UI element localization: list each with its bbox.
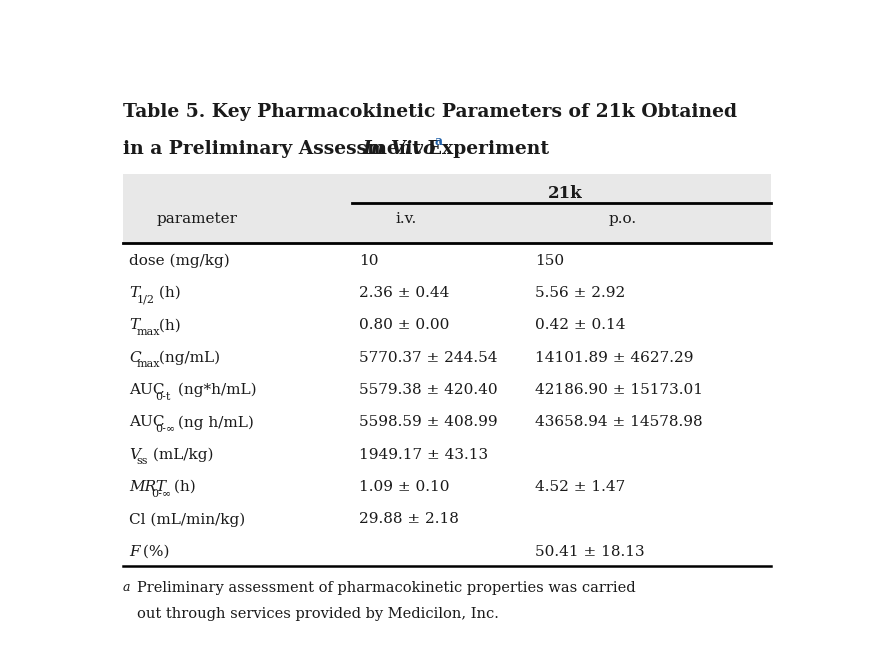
Text: 21k: 21k <box>548 185 582 202</box>
Text: 1949.17 ± 43.13: 1949.17 ± 43.13 <box>359 448 488 462</box>
Text: MRT: MRT <box>129 480 167 494</box>
Text: 14101.89 ± 4627.29: 14101.89 ± 4627.29 <box>535 351 693 365</box>
Text: p.o.: p.o. <box>609 212 637 226</box>
Text: (ng/mL): (ng/mL) <box>154 351 220 365</box>
Text: 0-t: 0-t <box>155 392 171 402</box>
Text: parameter: parameter <box>156 212 237 226</box>
Text: Table 5. Key Pharmacokinetic Parameters of 21k Obtained: Table 5. Key Pharmacokinetic Parameters … <box>122 103 737 121</box>
Text: (ng h/mL): (ng h/mL) <box>173 416 254 430</box>
Text: dose (mg/kg): dose (mg/kg) <box>129 253 230 268</box>
Text: F: F <box>129 545 140 559</box>
Text: C: C <box>129 351 141 365</box>
Text: 42186.90 ± 15173.01: 42186.90 ± 15173.01 <box>535 383 703 397</box>
Text: 5579.38 ± 420.40: 5579.38 ± 420.40 <box>359 383 498 397</box>
Text: Preliminary assessment of pharmacokinetic properties was carried: Preliminary assessment of pharmacokineti… <box>138 581 636 595</box>
Text: 0.80 ± 0.00: 0.80 ± 0.00 <box>359 318 449 332</box>
Text: 2.36 ± 0.44: 2.36 ± 0.44 <box>359 286 449 300</box>
Text: AUC: AUC <box>129 383 165 397</box>
Text: 1.09 ± 0.10: 1.09 ± 0.10 <box>359 480 450 494</box>
Text: T: T <box>129 286 140 300</box>
Text: max: max <box>137 360 160 370</box>
Text: in a Preliminary Assessment Experiment: in a Preliminary Assessment Experiment <box>122 140 555 158</box>
Text: 0-∞: 0-∞ <box>152 489 172 499</box>
Text: 5.56 ± 2.92: 5.56 ± 2.92 <box>535 286 625 300</box>
Text: 4.52 ± 1.47: 4.52 ± 1.47 <box>535 480 625 494</box>
Text: AUC: AUC <box>129 416 165 430</box>
Bar <box>122 173 771 243</box>
Text: T: T <box>129 318 140 332</box>
Text: In Vivo: In Vivo <box>363 140 436 158</box>
Text: Cl (mL/min/kg): Cl (mL/min/kg) <box>129 512 246 527</box>
Text: 150: 150 <box>535 253 564 267</box>
Text: (h): (h) <box>154 286 181 300</box>
Text: (h): (h) <box>154 318 181 332</box>
Text: ss: ss <box>137 456 148 466</box>
Text: 10: 10 <box>359 253 378 267</box>
Text: (mL/kg): (mL/kg) <box>148 448 214 462</box>
Text: (%): (%) <box>138 545 169 559</box>
Text: max: max <box>137 327 160 337</box>
Text: 29.88 ± 2.18: 29.88 ± 2.18 <box>359 512 459 526</box>
Text: (ng*h/mL): (ng*h/mL) <box>173 383 256 398</box>
Text: (h): (h) <box>169 480 195 494</box>
Text: 5598.59 ± 408.99: 5598.59 ± 408.99 <box>359 416 498 430</box>
Text: V: V <box>129 448 140 462</box>
Text: 5770.37 ± 244.54: 5770.37 ± 244.54 <box>359 351 498 365</box>
Text: 43658.94 ± 14578.98: 43658.94 ± 14578.98 <box>535 416 702 430</box>
Text: 0.42 ± 0.14: 0.42 ± 0.14 <box>535 318 625 332</box>
Text: a: a <box>435 135 443 148</box>
Text: 50.41 ± 18.13: 50.41 ± 18.13 <box>535 545 644 559</box>
Text: 0-∞: 0-∞ <box>155 424 176 434</box>
Text: out through services provided by Medicilon, Inc.: out through services provided by Medicil… <box>138 608 500 622</box>
Text: i.v.: i.v. <box>396 212 417 226</box>
Text: a: a <box>122 581 130 594</box>
Text: 1/2: 1/2 <box>137 295 154 305</box>
